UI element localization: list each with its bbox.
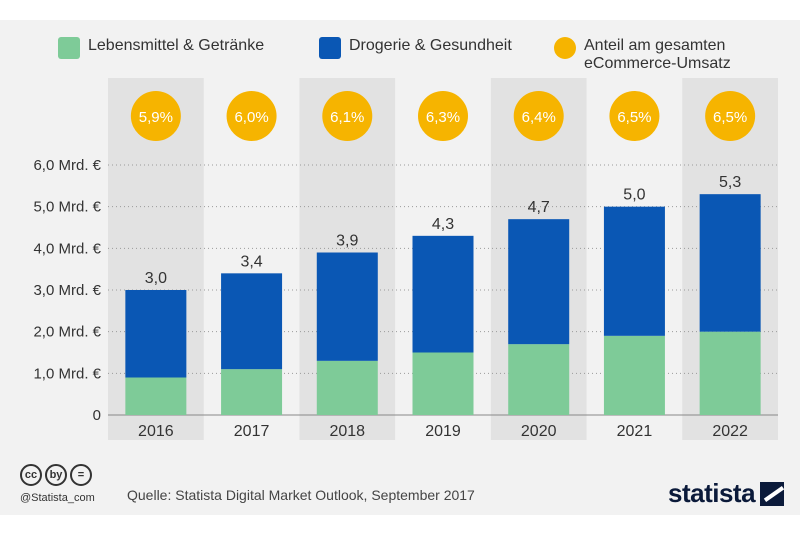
- share-circle-2022: [705, 91, 756, 141]
- x-tick-label-2019: 2019: [425, 423, 461, 440]
- bar-food-2018: [316, 360, 378, 415]
- legend-swatch-food: [58, 37, 80, 59]
- bar-drugstore-2021: [603, 206, 665, 336]
- share-circle-2020: [513, 91, 564, 141]
- brand-wordmark: statista: [668, 478, 756, 508]
- total-label-2022: 5,3: [719, 174, 741, 191]
- total-label-2020: 4,7: [528, 199, 550, 216]
- legend-label-share: Anteil am gesamten eCommerce-Umsatz: [584, 37, 731, 73]
- license-icons: cc by =: [20, 464, 92, 486]
- share-circle-2018: [322, 91, 373, 141]
- legend-label-food: Lebensmittel & Getränke: [88, 37, 265, 54]
- total-label-2016: 3,0: [145, 270, 167, 287]
- y-tick-label-3: 3,0 Mrd. €: [33, 282, 101, 299]
- legend-item-drugstore: Drogerie & Gesundheit: [319, 37, 512, 59]
- bar-food-2021: [603, 335, 665, 415]
- y-tick-label-4: 4,0 Mrd. €: [33, 240, 101, 257]
- x-tick-label-2018: 2018: [329, 423, 365, 440]
- bar-food-2020: [508, 344, 570, 415]
- share-circle-2019: [418, 91, 468, 141]
- bar-drugstore-2018: [316, 252, 378, 361]
- share-circle-2016: [130, 91, 181, 141]
- y-tick-label-2: 2,0 Mrd. €: [33, 324, 101, 341]
- share-label-2021: 6,5%: [617, 109, 651, 126]
- y-tick-label-1: 1,0 Mrd. €: [33, 365, 101, 382]
- footer: cc by = @Statista_com Quelle: Statista D…: [0, 458, 800, 508]
- social-handle[interactable]: @Statista_com: [20, 492, 95, 504]
- bar-drugstore-2022: [699, 194, 761, 332]
- source-note: Quelle: Statista Digital Market Outlook,…: [127, 487, 475, 503]
- nd-icon: =: [70, 464, 92, 486]
- legend-label-share-line1: Anteil am gesamten: [584, 37, 726, 54]
- brand-logo[interactable]: statista: [668, 478, 785, 509]
- x-tick-label-2017: 2017: [234, 423, 270, 440]
- brand-mark-icon: [760, 481, 785, 506]
- legend-label-drugstore: Drogerie & Gesundheit: [349, 37, 512, 54]
- total-label-2019: 4,3: [432, 216, 454, 233]
- bar-food-2022: [699, 331, 761, 415]
- share-label-2020: 6,4%: [522, 109, 556, 126]
- legend-item-food: Lebensmittel & Getränke: [58, 37, 264, 59]
- legend-label-share-line2: eCommerce-Umsatz: [584, 55, 731, 72]
- legend: Lebensmittel & Getränke Drogerie & Gesun…: [0, 37, 800, 77]
- share-label-2019: 6,3%: [426, 109, 460, 126]
- legend-item-share: Anteil am gesamten eCommerce-Umsatz: [554, 37, 731, 73]
- bar-drugstore-2019: [412, 235, 474, 353]
- bar-drugstore-2017: [221, 273, 283, 370]
- share-label-2018: 6,1%: [330, 109, 364, 126]
- x-tick-label-2021: 2021: [617, 423, 653, 440]
- y-tick-label-5: 5,0 Mrd. €: [33, 199, 101, 216]
- x-tick-label-2022: 2022: [712, 423, 748, 440]
- share-label-2022: 6,5%: [713, 109, 747, 126]
- bar-food-2019: [412, 352, 474, 415]
- y-tick-label-0: 0: [93, 407, 101, 424]
- stacked-bar-chart: 0 1,0 Mrd. € 2,0 Mrd. € 3,0 Mrd. € 4,0 Mrd. …: [33, 78, 778, 440]
- by-icon: by: [45, 464, 67, 486]
- share-label-2017: 6,0%: [234, 109, 268, 126]
- x-tick-label-2016: 2016: [138, 423, 174, 440]
- bar-drugstore-2016: [125, 290, 187, 378]
- bar-drugstore-2020: [508, 219, 570, 345]
- legend-dot-share: [554, 37, 576, 59]
- share-label-2016: 5,9%: [139, 109, 173, 126]
- y-tick-label-6: 6,0 Mrd. €: [33, 157, 101, 174]
- total-label-2017: 3,4: [240, 253, 262, 270]
- total-label-2018: 3,9: [336, 233, 358, 250]
- share-circle-2017: [226, 91, 277, 141]
- share-circle-2021: [609, 91, 660, 141]
- x-tick-label-2020: 2020: [521, 423, 557, 440]
- legend-swatch-drugstore: [319, 37, 341, 59]
- bar-food-2017: [221, 369, 283, 415]
- total-label-2021: 5,0: [623, 187, 645, 204]
- cc-icon: cc: [20, 464, 42, 486]
- bar-food-2016: [125, 377, 187, 415]
